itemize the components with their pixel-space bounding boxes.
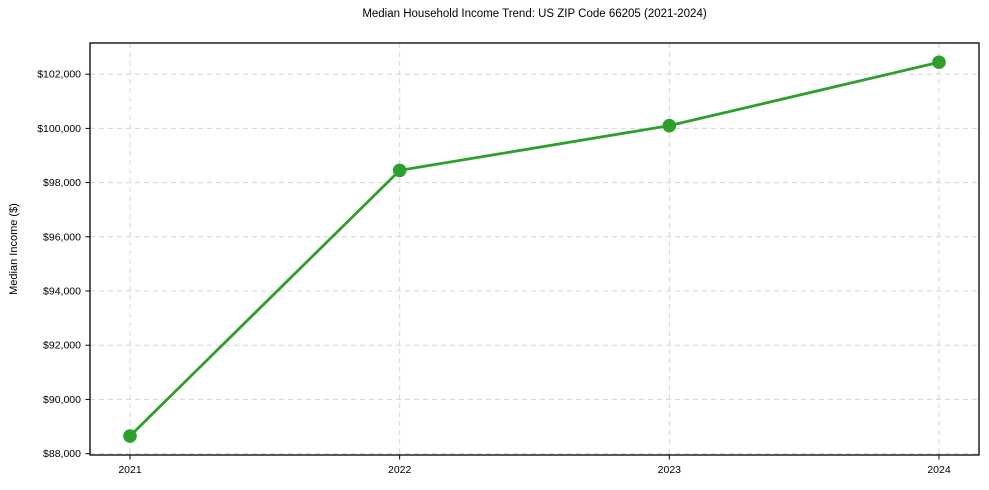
series-line (128, 60, 941, 438)
plot-frame (89, 42, 980, 456)
y-tick-label: $100,000 (37, 123, 81, 135)
y-tick-label: $96,000 (43, 231, 81, 243)
x-tick-label: 2021 (118, 464, 142, 476)
y-tick-label: $92,000 (43, 340, 81, 352)
y-tick-label: $90,000 (43, 394, 81, 406)
y-tick-label: $98,000 (43, 177, 81, 189)
x-tick-label: 2024 (927, 464, 951, 476)
y-tick-label: $88,000 (43, 448, 81, 460)
x-tick-label: 2023 (658, 464, 682, 476)
y-tick-label: $102,000 (37, 69, 81, 81)
data-point (123, 429, 137, 443)
chart-title: Median Household Income Trend: US ZIP Co… (362, 8, 707, 20)
y-tick-label: $94,000 (43, 286, 81, 298)
data-point (932, 55, 946, 70)
x-tick-label: 2022 (388, 464, 412, 476)
data-point (392, 163, 407, 178)
data-point (662, 118, 677, 133)
